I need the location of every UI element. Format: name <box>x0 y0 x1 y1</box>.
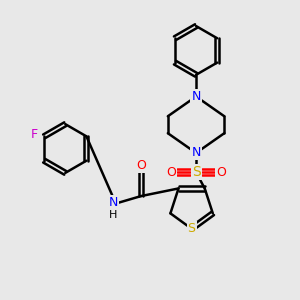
Text: N: N <box>191 146 201 160</box>
Text: N: N <box>191 90 201 103</box>
Text: O: O <box>136 159 146 172</box>
Text: N: N <box>109 196 118 209</box>
Text: S: S <box>188 222 196 235</box>
Text: O: O <box>216 166 226 179</box>
Text: S: S <box>192 165 200 179</box>
Text: H: H <box>109 210 118 220</box>
Text: O: O <box>166 166 176 179</box>
Text: F: F <box>31 128 38 141</box>
